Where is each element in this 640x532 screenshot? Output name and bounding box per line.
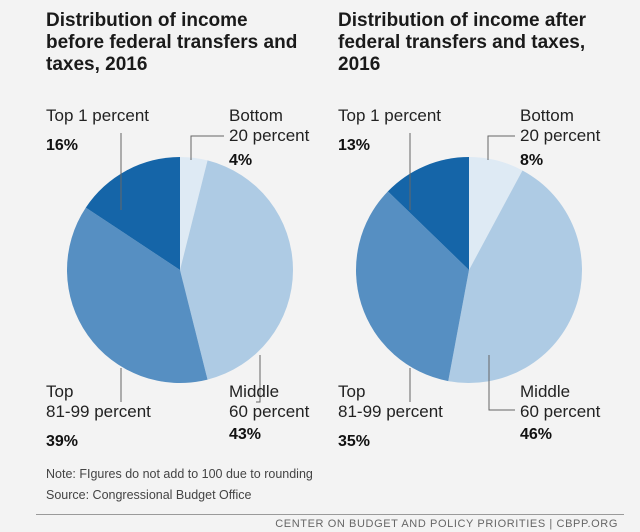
label-top-range: 81-99 percent: [46, 402, 151, 421]
slice-top-1-after: [387, 157, 469, 270]
chart-title-before: Distribution of income before federal tr…: [46, 10, 298, 75]
label-top-81-99-before: Top 81-99 percent: [46, 382, 151, 422]
label-bottom-20-before: Bottom 20 percent: [229, 106, 309, 146]
value-top-81-99-before: 39%: [46, 433, 79, 450]
label-top-81-99-after: Top 81-99 percent: [338, 382, 443, 422]
label-middle-word: Middle: [520, 382, 571, 401]
label-middle-60-before: Middle 60 percent: [229, 382, 309, 422]
label-middle-range: 60 percent: [229, 402, 310, 421]
label-middle-60-after: Middle 60 percent: [520, 382, 600, 422]
value-top-81-99-after: 35%: [338, 433, 371, 450]
label-bottom-word: Bottom: [229, 106, 283, 125]
label-top-range: 81-99 percent: [338, 402, 443, 421]
label-bottom-word: Bottom: [520, 106, 574, 125]
slice-top-1-before: [85, 157, 180, 270]
slice-top-81-99-after: [356, 191, 469, 382]
slice-middle-60-after: [448, 170, 583, 384]
slice-bottom-20-after: [469, 157, 523, 270]
slice-bottom-20-before: [180, 157, 208, 270]
pie-before: [66, 157, 294, 383]
leader-middle-60-before: [256, 355, 261, 403]
leader-bottom-20-after: [487, 135, 515, 160]
label-middle-word: Middle: [229, 382, 280, 401]
footer-divider: [36, 514, 624, 515]
footer-credit: CENTER ON BUDGET AND POLICY PRIORITIES |…: [275, 518, 618, 530]
label-top-1-after: Top 1 percent: [338, 106, 442, 125]
chart-title-after: Distribution of income after federal tra…: [338, 10, 587, 75]
label-bottom-range: 20 percent: [229, 126, 310, 145]
leader-middle-60-after: [488, 355, 515, 411]
label-bottom-range: 20 percent: [520, 126, 601, 145]
label-top-word: Top: [338, 382, 366, 401]
slice-middle-60-before: [180, 160, 294, 380]
value-middle-60-after: 46%: [520, 426, 553, 443]
value-bottom-20-before: 4%: [229, 152, 253, 169]
leader-bottom-20-before: [190, 135, 224, 160]
label-top-1-before: Top 1 percent: [46, 106, 150, 125]
label-bottom-20-after: Bottom 20 percent: [520, 106, 600, 146]
slice-top-81-99-before: [66, 207, 208, 383]
footnote-rounding: Note: FIgures do not add to 100 due to r…: [46, 467, 313, 481]
pie-after: [356, 157, 583, 384]
value-top-1-after: 13%: [338, 137, 371, 154]
label-leader-lines: [120, 133, 515, 411]
value-bottom-20-after: 8%: [520, 152, 544, 169]
value-top-1-before: 16%: [46, 137, 79, 154]
label-top-word: Top: [46, 382, 74, 401]
label-middle-range: 60 percent: [520, 402, 601, 421]
source-note: Source: Congressional Budget Office: [46, 488, 252, 502]
value-middle-60-before: 43%: [229, 426, 262, 443]
